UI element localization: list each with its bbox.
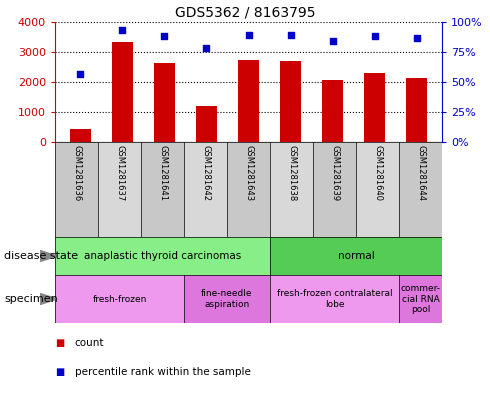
Text: GSM1281637: GSM1281637 <box>115 145 124 201</box>
Bar <box>112 42 133 142</box>
Bar <box>270 142 313 237</box>
Bar <box>270 275 399 323</box>
Text: GSM1281639: GSM1281639 <box>330 145 339 201</box>
Text: GDS5362 / 8163795: GDS5362 / 8163795 <box>175 5 315 19</box>
Text: count: count <box>74 338 104 347</box>
Point <box>287 32 294 39</box>
Text: GSM1281643: GSM1281643 <box>244 145 253 201</box>
Text: GSM1281644: GSM1281644 <box>416 145 425 201</box>
Text: GSM1281636: GSM1281636 <box>72 145 81 201</box>
Text: anaplastic thyroid carcinomas: anaplastic thyroid carcinomas <box>84 251 241 261</box>
Bar <box>270 237 442 275</box>
Text: GSM1281640: GSM1281640 <box>373 145 382 201</box>
Point <box>76 70 84 77</box>
Bar <box>196 106 217 142</box>
Bar <box>322 80 343 142</box>
Text: normal: normal <box>338 251 374 261</box>
Text: fresh-frozen contralateral
lobe: fresh-frozen contralateral lobe <box>277 289 392 309</box>
Point <box>329 38 337 44</box>
Text: ■: ■ <box>55 367 64 377</box>
Bar <box>55 275 184 323</box>
Bar <box>141 142 184 237</box>
Bar <box>399 275 442 323</box>
Point <box>371 33 379 40</box>
Point <box>413 35 421 41</box>
Text: commer-
cial RNA
pool: commer- cial RNA pool <box>400 284 441 314</box>
Text: fine-needle
aspiration: fine-needle aspiration <box>201 289 253 309</box>
Text: GSM1281638: GSM1281638 <box>287 145 296 201</box>
Bar <box>356 142 399 237</box>
Polygon shape <box>40 250 57 261</box>
Point <box>119 27 126 33</box>
Bar <box>406 78 427 142</box>
Text: percentile rank within the sample: percentile rank within the sample <box>74 367 250 377</box>
Bar <box>184 275 270 323</box>
Bar <box>280 61 301 142</box>
Text: specimen: specimen <box>4 294 58 304</box>
Bar <box>364 73 385 142</box>
Bar <box>70 129 91 142</box>
Bar <box>55 237 270 275</box>
Bar <box>184 142 227 237</box>
Bar <box>55 142 98 237</box>
Text: ■: ■ <box>55 338 64 347</box>
Text: fresh-frozen: fresh-frozen <box>92 294 147 303</box>
Bar <box>399 142 442 237</box>
Bar <box>154 63 175 142</box>
Bar <box>238 61 259 142</box>
Polygon shape <box>40 294 57 305</box>
Text: disease state: disease state <box>4 251 78 261</box>
Point <box>160 33 168 40</box>
Bar <box>227 142 270 237</box>
Bar <box>313 142 356 237</box>
Text: GSM1281641: GSM1281641 <box>158 145 167 201</box>
Point <box>202 45 210 51</box>
Point <box>245 32 252 39</box>
Text: GSM1281642: GSM1281642 <box>201 145 210 201</box>
Bar <box>98 142 141 237</box>
